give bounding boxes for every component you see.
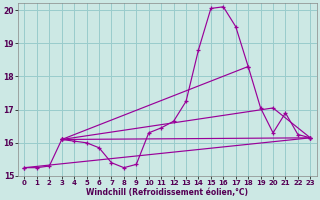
X-axis label: Windchill (Refroidissement éolien,°C): Windchill (Refroidissement éolien,°C) [86,188,248,197]
